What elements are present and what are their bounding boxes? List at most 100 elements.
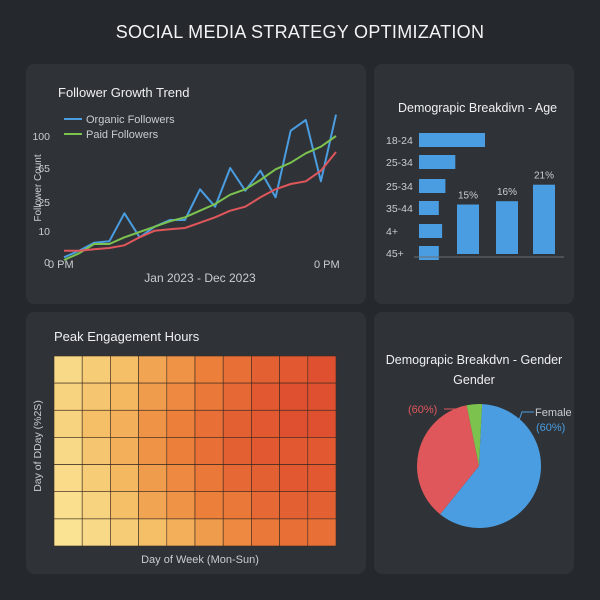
heatmap-cell — [81, 464, 111, 493]
heatmap-cell — [166, 464, 196, 493]
heatmap-cell — [307, 518, 337, 547]
growth-legend: Organic Followers Paid Followers — [64, 114, 175, 141]
heatmap-cell — [110, 355, 139, 384]
heatmap-cell — [194, 355, 224, 384]
heatmap-x-axis-label: Day of Week (Mon-Sun) — [141, 554, 259, 566]
heatmap-y-axis-label: Day of DDay (%2S) — [32, 400, 44, 492]
heatmap-cell — [222, 464, 252, 493]
age-vbar-data-label: 15% — [458, 191, 478, 202]
heatmap-cell — [279, 518, 309, 547]
age-bar-chart: 18-24 25-34 25-34 35-44 4+ 45+ 15% 16% 21% — [386, 133, 564, 260]
heatmap-cell — [279, 464, 309, 493]
heatmap-cell — [194, 382, 224, 411]
heatmap-cell — [194, 410, 224, 438]
heatmap-cell — [110, 518, 139, 547]
pie-slice-slice-1 — [417, 405, 479, 515]
heatmap-cell — [166, 518, 196, 547]
heatmap-cell — [166, 410, 196, 438]
age-hbar — [419, 246, 439, 260]
heatmap-cell — [110, 410, 139, 438]
heatmap-cell — [138, 410, 168, 438]
heatmap-cell — [307, 355, 337, 384]
heatmap-cell — [53, 410, 83, 438]
heatmap-cell — [307, 437, 337, 465]
age-vbar-data-label: 16% — [497, 187, 517, 198]
age-category-label: 25-34 — [386, 157, 413, 169]
heatmap-cell — [53, 355, 83, 384]
heatmap-cell — [81, 518, 111, 547]
heatmap-cell — [279, 410, 309, 438]
heatmap-cell — [53, 518, 83, 547]
heatmap-cell — [251, 382, 280, 411]
heatmap-cell — [110, 491, 139, 520]
y-tick-label: 25 — [38, 197, 50, 209]
series-line-organic-followers — [63, 114, 337, 259]
heatmap-cell — [138, 437, 168, 465]
heatmap-cell — [138, 355, 168, 384]
age-hbar — [419, 155, 456, 169]
growth-chart-title: Follower Growth Trend — [58, 85, 190, 100]
heatmap-cell — [307, 410, 337, 438]
heatmap-cell — [166, 382, 196, 411]
heatmap-cell — [222, 491, 252, 520]
heatmap-cell — [222, 382, 252, 411]
age-hbar — [419, 133, 485, 147]
heatmap-cell — [53, 382, 83, 411]
age-vbar — [496, 201, 518, 254]
heatmap-cell — [194, 518, 224, 547]
heatmap-title: Peak Engagement Hours — [54, 329, 200, 344]
heatmap-cell — [81, 355, 111, 384]
heatmap-cell — [307, 491, 337, 520]
heatmap-cell — [251, 464, 280, 493]
age-demographic-card: Demograpic Breakdivn - Age 18-24 25-34 25-… — [374, 64, 574, 304]
heatmap-cell — [138, 518, 168, 547]
gender-pie-chart: (60%) Female (60%) — [408, 404, 572, 529]
heatmap-cell — [138, 464, 168, 493]
heatmap-cell — [110, 464, 139, 493]
heatmap-cell — [166, 491, 196, 520]
heatmap-cell — [222, 437, 252, 465]
age-category-label: 25-34 — [386, 181, 413, 193]
age-category-label: 45+ — [386, 248, 404, 260]
x-tick-end: 0 PM — [314, 259, 340, 271]
gender-chart-title: Demograpic Breakdvn - Gender — [385, 353, 563, 367]
engagement-heatmap-card: Peak Engagement Hours Day of Week (Mon-S… — [26, 312, 366, 574]
y-tick-label: 100 — [32, 131, 50, 143]
heatmap-cell — [222, 355, 252, 384]
growth-y-axis-label: Follower Count — [33, 154, 44, 221]
heatmap-cell — [251, 518, 280, 547]
heatmap-cell — [251, 437, 280, 465]
heatmap-cell — [307, 382, 337, 411]
gender-chart-subtitle: Gender — [453, 373, 495, 387]
age-category-label: 18-24 — [386, 135, 413, 147]
follower-growth-card: Follower Growth Trend 100 65 25 10 0 Organic… — [26, 64, 366, 304]
age-vbar-data-label: 21% — [534, 171, 554, 182]
heatmap-cell — [53, 491, 83, 520]
heatmap-cell — [251, 491, 280, 520]
heatmap-cell — [110, 437, 139, 465]
pie-female-value-label: (60%) — [536, 422, 565, 434]
age-vbar — [457, 204, 479, 254]
pie-female-label: Female — [535, 407, 572, 419]
legend-label-paid: Paid Followers — [86, 129, 159, 141]
heatmap-cell — [222, 410, 252, 438]
x-tick-start: 0 PM — [48, 259, 74, 271]
heatmap-cell — [279, 382, 309, 411]
legend-label-organic: Organic Followers — [86, 114, 175, 126]
heatmap-cell — [81, 382, 111, 411]
heatmap-cell — [251, 410, 280, 438]
pie-red-value-label: (60%) — [408, 404, 437, 416]
heatmap-cell — [222, 518, 252, 547]
heatmap-cell — [138, 382, 168, 411]
pie-female-leader-line — [513, 411, 534, 435]
heatmap-cell — [166, 437, 196, 465]
heatmap-cell — [307, 464, 337, 493]
age-category-label: 4+ — [386, 226, 398, 238]
pie-red-leader-line — [444, 408, 467, 427]
pie-slice-female — [440, 404, 542, 529]
heatmap-cell — [279, 437, 309, 465]
series-line-series-2 — [64, 151, 337, 252]
y-tick-label: 10 — [38, 226, 50, 238]
growth-x-axis-label: Jan 2023 - Dec 2023 — [144, 271, 256, 285]
heatmap-cell — [138, 491, 168, 520]
